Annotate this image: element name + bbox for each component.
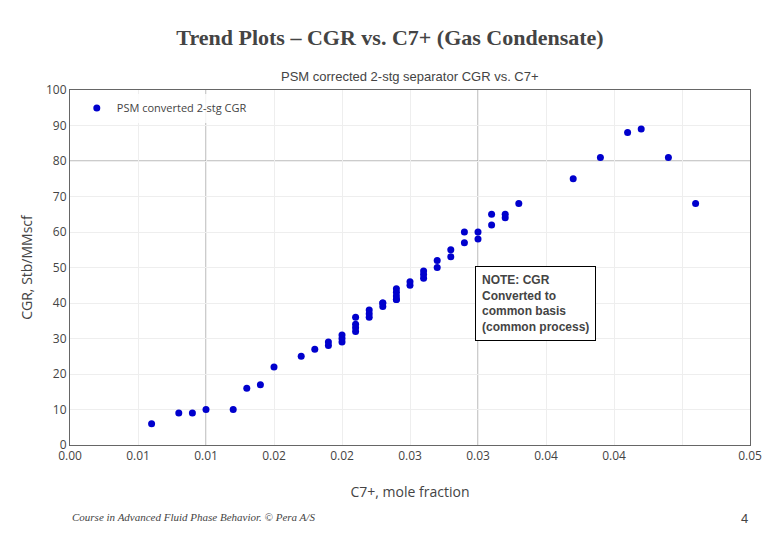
svg-text:4: 4 (741, 511, 748, 526)
svg-text:80: 80 (53, 152, 67, 169)
svg-text:0.05: 0.05 (738, 447, 762, 464)
svg-text:0.03: 0.03 (398, 447, 422, 464)
svg-text:0.02: 0.02 (262, 447, 286, 464)
svg-text:0.04: 0.04 (602, 447, 626, 464)
svg-text:0.03: 0.03 (466, 447, 490, 464)
svg-text:70: 70 (53, 188, 67, 205)
svg-text:PSM converted 2-stg CGR: PSM converted 2-stg CGR (117, 100, 247, 115)
svg-text:PSM corrected 2-stg separator: PSM corrected 2-stg separator CGR vs. C7… (281, 69, 539, 84)
svg-text:10: 10 (53, 401, 67, 418)
svg-text:0.01: 0.01 (194, 447, 218, 464)
svg-text:40: 40 (53, 294, 67, 311)
svg-text:0.02: 0.02 (330, 447, 354, 464)
svg-text:CGR, Stb/MMscf: CGR, Stb/MMscf (17, 214, 36, 320)
svg-text:90: 90 (53, 117, 67, 134)
svg-text:0: 0 (60, 436, 67, 453)
svg-text:Trend Plots – CGR vs. C7+ (Gas: Trend Plots – CGR vs. C7+ (Gas Condensat… (176, 25, 603, 50)
svg-text:C7+, mole fraction: C7+, mole fraction (351, 482, 470, 501)
svg-text:Course in Advanced Fluid Phase: Course in Advanced Fluid Phase Behavior.… (72, 511, 315, 523)
svg-text:100: 100 (46, 81, 67, 98)
svg-text:0.04: 0.04 (534, 447, 558, 464)
svg-text:NOTE: CGRConverted tocommon ba: NOTE: CGRConverted tocommon basis(common… (482, 273, 589, 334)
svg-text:0.00: 0.00 (58, 447, 82, 464)
svg-text:50: 50 (53, 259, 67, 276)
svg-text:0.01: 0.01 (126, 447, 150, 464)
svg-text:60: 60 (53, 223, 67, 240)
svg-text:30: 30 (53, 330, 67, 347)
svg-text:20: 20 (53, 365, 67, 382)
